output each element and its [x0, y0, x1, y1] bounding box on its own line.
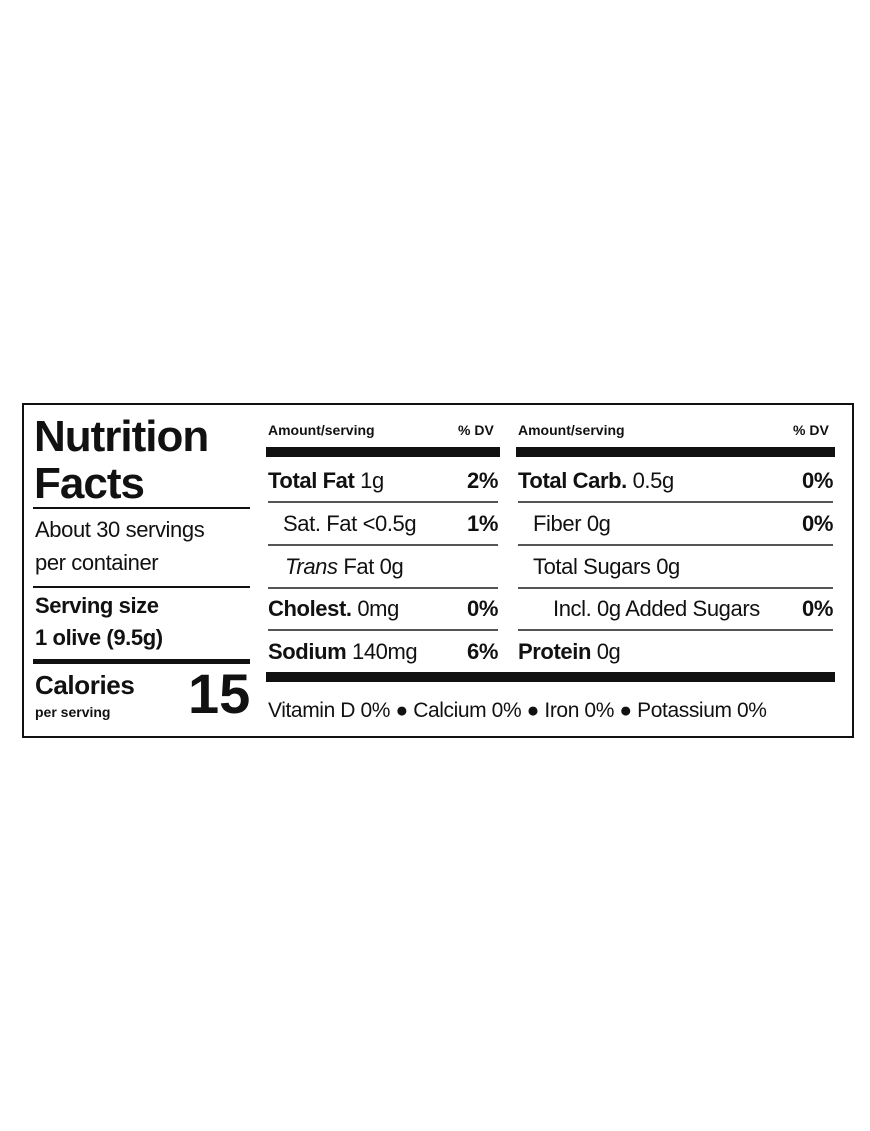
amount: 0g [586, 511, 611, 536]
row: Total Carb. 0.5g [518, 466, 674, 496]
nutrient: Incl. 0g Added Sugars [553, 596, 760, 621]
row: Fiber 0g [533, 509, 611, 539]
calories-value: 15 [188, 662, 251, 725]
rule [518, 587, 833, 589]
row: Protein 0g [518, 637, 621, 667]
title: Nutrition [34, 412, 209, 461]
amount: 1g [360, 468, 384, 493]
row: Cholest. 0mg [268, 594, 399, 624]
servings: About 30 servings [35, 517, 205, 542]
row: Sodium 140mg [268, 637, 418, 667]
nutrient: Fiber [533, 511, 582, 536]
nutrient: Cholest. [268, 596, 352, 621]
vitamin: Vitamin D 0% [268, 699, 391, 722]
dv: 0% [802, 596, 833, 621]
header: % DV [458, 422, 494, 438]
nutrient: Total Fat [268, 468, 355, 493]
label-box [22, 403, 854, 738]
thick-rule [516, 447, 835, 457]
rule [518, 501, 833, 503]
rule [268, 587, 498, 589]
nutrient: Trans [285, 554, 338, 579]
rule [518, 544, 833, 546]
dv: 1% [467, 511, 498, 536]
amount: <0.5g [362, 511, 417, 536]
header: Amount/serving [518, 422, 625, 438]
nutrient: Protein [518, 639, 591, 664]
thick-rule [266, 672, 835, 682]
row: Total Sugars 0g [533, 552, 680, 582]
footer: Vitamin D 0% ● Calcium 0% ● Iron 0% ● Po… [268, 699, 767, 722]
rule [268, 501, 498, 503]
amount: 0g [656, 554, 680, 579]
rule [33, 586, 250, 588]
amount: 0g [596, 639, 621, 664]
dv: 2% [467, 468, 498, 493]
rule [268, 629, 498, 631]
amount: Fat 0g [343, 554, 404, 579]
nutrient: Total Sugars [533, 554, 651, 579]
row: Incl. 0g Added Sugars [553, 594, 760, 624]
rule [518, 629, 833, 631]
dv: 0% [467, 596, 498, 621]
title: Facts [34, 459, 145, 508]
dv: 0% [802, 468, 833, 493]
vitamin: Calcium 0% [413, 699, 522, 722]
calories-label: Calories [35, 670, 135, 700]
vitamin: Iron 0% [544, 699, 614, 722]
row: Total Fat 1g [268, 466, 384, 496]
serving-size-label: Serving size [35, 593, 159, 618]
servings: per container [35, 550, 159, 575]
amount: 0mg [357, 596, 399, 621]
amount: 0.5g [632, 468, 675, 493]
dv: 6% [467, 639, 498, 664]
header: % DV [793, 422, 829, 438]
nutrient: Sodium [268, 639, 347, 664]
serving-size-value: 1 olive (9.5g) [35, 625, 163, 650]
header: Amount/serving [268, 422, 375, 438]
amount: 140mg [351, 639, 418, 664]
rule [268, 544, 498, 546]
dv: 0% [802, 511, 833, 536]
vitamin: Potassium 0% [637, 699, 767, 722]
row: Sat. Fat <0.5g [283, 509, 417, 539]
nutrient: Total Carb. [518, 468, 627, 493]
nutrient: Sat. Fat [283, 511, 357, 536]
thick-rule [266, 447, 500, 457]
row: Trans Fat 0g [285, 552, 404, 582]
rule [33, 659, 250, 664]
calories-sublabel: per serving [35, 704, 111, 720]
rule [33, 507, 250, 509]
